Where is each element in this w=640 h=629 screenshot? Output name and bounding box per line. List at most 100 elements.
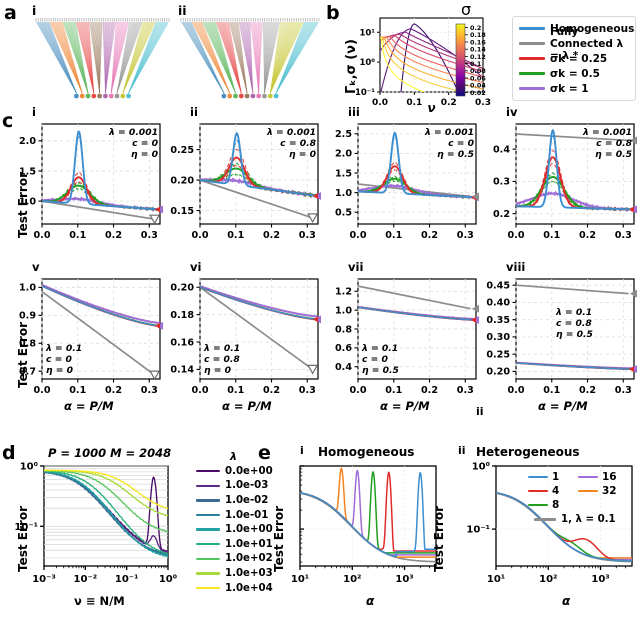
- legend-label: Homogeneous: [550, 22, 635, 35]
- svg-text:10⁻¹: 10⁻¹: [466, 525, 490, 536]
- svg-text:10¹: 10¹: [291, 574, 309, 585]
- panel-d-title: P = 1000 M = 2048: [48, 446, 172, 460]
- panel-c-v-plot: 0.7 0.8 0.9 1.0 0.0 0.1 0.2 0.3: [19, 278, 163, 396]
- panel-d-legend-item: 1.0e+01: [196, 537, 273, 552]
- legend-line-swatch: [528, 475, 548, 479]
- svg-text:0.08: 0.08: [470, 67, 486, 75]
- panel-c-ii-annotation: λ = 0.001 c = 0.8 η = 0: [244, 127, 316, 161]
- svg-text:0.3: 0.3: [615, 230, 632, 241]
- svg-text:10⁻¹: 10⁻¹: [14, 522, 38, 533]
- panel-c-iv-plot: 0.2 0.3 0.4 0.0 0.1 0.2 0.3: [493, 123, 637, 241]
- svg-text:0.5: 0.5: [335, 208, 352, 219]
- panel-e-i-plot: 10¹ 10² 10³: [291, 465, 437, 585]
- legend-line-swatch: [196, 572, 220, 575]
- panel-e-ii-legend-grid: 1 16 4 32 8: [528, 470, 632, 512]
- annotation-line: λ = 0.001: [109, 127, 158, 138]
- svg-text:0.1: 0.1: [227, 230, 244, 241]
- panel-e-sub-i-label: i: [300, 444, 304, 457]
- panel-e-sub-ii-title: Heterogeneous: [476, 445, 580, 459]
- panel-e-ii-legend-item: 1, λ = 0.1: [534, 512, 632, 527]
- svg-text:0.0: 0.0: [34, 230, 51, 241]
- panel-c-vi-plot: 0.14 0.16 0.18 0.20 0.0 0.1 0.2 0.3: [170, 278, 321, 396]
- svg-text:10⁻³: 10⁻³: [32, 574, 56, 585]
- svg-text:0.1: 0.1: [406, 98, 422, 108]
- legend-label: 1.0e-02: [225, 494, 269, 506]
- svg-text:0.12: 0.12: [470, 53, 486, 61]
- svg-text:0.16: 0.16: [470, 38, 486, 46]
- svg-text:0.8: 0.8: [19, 339, 36, 350]
- panel-c-iv-annotation: λ = 0.001 c = 0.8 η = 0.5: [560, 127, 632, 161]
- svg-text:0.18: 0.18: [170, 310, 194, 321]
- svg-text:0.4: 0.4: [335, 362, 352, 373]
- svg-text:0.35: 0.35: [486, 315, 510, 326]
- svg-text:0.3: 0.3: [457, 385, 474, 396]
- panel-d-legend-item: 1.0e+02: [196, 552, 273, 567]
- svg-text:0.3: 0.3: [299, 230, 316, 241]
- panel-b-ylabel-wrap: Γₖ,σ (ν): [330, 20, 359, 94]
- panel-d-plot: 10⁻³ 10⁻² 10⁻¹ 10⁰ 10⁰ 10⁻¹: [14, 462, 177, 585]
- legend-label: σk = 1: [550, 82, 589, 95]
- svg-text:0.3: 0.3: [299, 385, 316, 396]
- legend-label: 1.0e+03: [225, 567, 273, 579]
- svg-text:1.0: 1.0: [335, 305, 352, 316]
- svg-text:0.1: 0.1: [543, 230, 560, 241]
- svg-text:0.2: 0.2: [579, 385, 596, 396]
- svg-text:10⁻¹: 10⁻¹: [115, 574, 139, 585]
- svg-text:0.06: 0.06: [470, 74, 486, 82]
- legend-line-swatch: [519, 57, 545, 60]
- annotation-line: η = 0: [204, 365, 232, 377]
- panel-a-sub-i-label: i: [32, 3, 37, 18]
- annotation-line: η = 0.5: [595, 149, 632, 161]
- panel-d-ylabel: Test Error: [16, 506, 30, 572]
- panel-e-ii-xlabel: α: [562, 594, 571, 608]
- panel-c-viii-annotation: λ = 0.1 c = 0.8 η = 0.5: [556, 307, 593, 341]
- annotation-line: λ = 0.001: [267, 127, 316, 138]
- legend-label: 1: [552, 471, 560, 483]
- svg-text:0.2: 0.2: [441, 98, 457, 108]
- svg-text:10³: 10³: [395, 574, 413, 585]
- svg-text:10¹: 10¹: [487, 574, 505, 585]
- panel-c-stray-label: ii: [476, 405, 484, 418]
- svg-text:0.0: 0.0: [372, 98, 388, 108]
- svg-text:0.1: 0.1: [385, 230, 402, 241]
- panel-d-label: d: [2, 442, 16, 464]
- annotation-line: η = 0.5: [362, 365, 399, 377]
- svg-text:0.45: 0.45: [486, 281, 510, 292]
- svg-text:0.3: 0.3: [457, 230, 474, 241]
- legend-label: 1.0e+01: [225, 538, 273, 550]
- panel-b-label: b: [326, 2, 340, 24]
- annotation-line: λ = 0.001: [583, 127, 632, 138]
- panel-d-legend-item: 1.0e-02: [196, 493, 273, 508]
- panel-b-legend-item: σk = 0.5: [519, 66, 629, 81]
- svg-text:0.1: 0.1: [543, 385, 560, 396]
- panel-c-viii-plot: 0.20 0.25 0.30 0.35 0.40 0.45 0.0 0.1 0.2 0.3: [486, 278, 637, 396]
- svg-text:0.1: 0.1: [385, 385, 402, 396]
- legend-line-swatch: [519, 42, 545, 45]
- panel-d-ylabel-wrap: Test Error: [2, 490, 30, 580]
- panel-d-legend-item: 1.0e+03: [196, 566, 273, 581]
- legend-label: 1.0e-01: [225, 509, 269, 521]
- panel-b-colorbar-title: σ: [461, 0, 472, 19]
- panel-d-legend-item: 1.0e-01: [196, 508, 273, 523]
- svg-text:2.5: 2.5: [335, 129, 352, 140]
- svg-text:1.0: 1.0: [19, 283, 36, 294]
- svg-text:10¹: 10¹: [359, 28, 375, 38]
- legend-label: 1.0e+02: [225, 553, 273, 565]
- svg-text:0.14: 0.14: [470, 46, 486, 54]
- svg-text:0.2: 0.2: [421, 230, 438, 241]
- svg-text:0.0: 0.0: [192, 230, 209, 241]
- svg-text:0.14: 0.14: [170, 365, 194, 376]
- panel-c-label: c: [2, 110, 14, 132]
- annotation-line: η = 0: [288, 149, 316, 161]
- annotation-line: λ = 0.1: [556, 307, 593, 318]
- panel-e-ii-legend-item: 32: [578, 484, 630, 498]
- panel-c-vi-roman-label: vi: [190, 260, 202, 274]
- panel-e-sub-ii-label: ii: [458, 444, 466, 457]
- svg-text:0.30: 0.30: [486, 332, 510, 343]
- svg-text:0.18: 0.18: [470, 31, 486, 39]
- svg-text:0.2: 0.2: [579, 230, 596, 241]
- legend-line-swatch: [196, 543, 220, 546]
- panel-e-ylabel: Test Error: [272, 506, 286, 572]
- svg-text:0.0: 0.0: [34, 385, 51, 396]
- panel-c-vii-xlabel: α = P/M: [380, 399, 430, 413]
